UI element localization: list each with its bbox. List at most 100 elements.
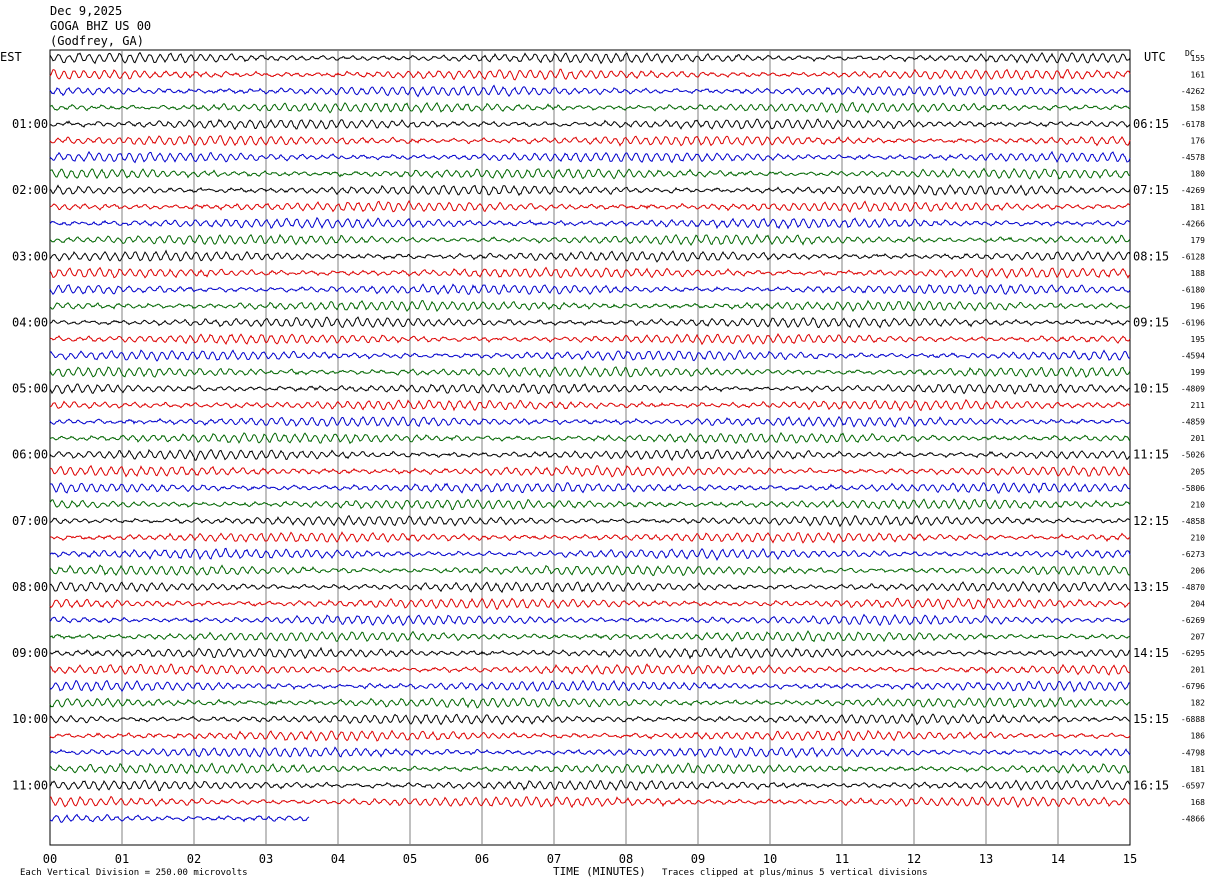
right-hour-labels: 06:15 07:15 08:15 09:15 10:15 11:15 12:15 13:15… xyxy=(1133,117,1169,792)
dc-offset-label: 201 xyxy=(1191,666,1206,675)
trace-line xyxy=(49,333,1131,346)
plot-grid xyxy=(49,49,1131,846)
dc-offset-label: -4594 xyxy=(1181,352,1205,361)
right-hour-label: 15:15 xyxy=(1133,712,1169,726)
trace-line xyxy=(49,68,1131,81)
left-hour-label: 09:00 xyxy=(12,646,48,660)
trace-line xyxy=(49,431,1131,445)
trace-line xyxy=(49,383,1131,395)
left-hour-label: 11:00 xyxy=(12,778,48,792)
dc-offset-label: -4262 xyxy=(1181,87,1205,96)
x-tick-label: 06 xyxy=(475,852,489,866)
trace-line xyxy=(49,233,1131,246)
dc-offset-label: -6597 xyxy=(1181,781,1205,790)
dc-offset-label: -5806 xyxy=(1181,484,1205,493)
dc-offset-label: -4269 xyxy=(1181,186,1205,195)
trace-line xyxy=(49,597,1131,611)
dc-offset-label: 155 xyxy=(1191,54,1206,63)
dc-offset-label: -4870 xyxy=(1181,583,1205,592)
dc-offset-label: -6196 xyxy=(1181,318,1205,327)
x-tick-label: 02 xyxy=(187,852,201,866)
trace-line xyxy=(49,762,1131,775)
x-tick-label: 01 xyxy=(115,852,129,866)
trace-line xyxy=(49,299,1131,313)
x-tick-label: 05 xyxy=(403,852,417,866)
dc-offset-label: 182 xyxy=(1191,699,1206,708)
dc-offset-label: -4809 xyxy=(1181,385,1205,394)
trace-line xyxy=(49,398,1131,412)
trace-line xyxy=(49,134,1131,147)
trace-line xyxy=(49,200,1131,213)
trace-line xyxy=(49,498,1131,511)
x-tick-label: 04 xyxy=(331,852,345,866)
trace-line xyxy=(49,316,1131,329)
x-tick-label: 07 xyxy=(547,852,561,866)
trace-line xyxy=(49,697,1131,709)
x-tick-label: 08 xyxy=(619,852,633,866)
trace-line xyxy=(49,51,1131,65)
plot-frame xyxy=(49,49,1131,846)
plot-date: Dec 9,2025 xyxy=(50,4,123,18)
dc-offset-label: 188 xyxy=(1191,269,1206,278)
dc-offset-label: -4866 xyxy=(1181,814,1205,823)
trace-line xyxy=(49,84,1131,98)
trace-line xyxy=(49,646,1131,660)
right-hour-label: 10:15 xyxy=(1133,382,1169,396)
dc-offset-label: -4858 xyxy=(1181,517,1205,526)
dc-offset-label: 168 xyxy=(1191,798,1206,807)
dc-offset-label: 211 xyxy=(1191,401,1206,410)
trace-line xyxy=(49,613,1131,627)
trace-line xyxy=(49,580,1131,594)
dc-offset-label: 195 xyxy=(1191,335,1206,344)
left-hour-label: 05:00 xyxy=(12,382,48,396)
dc-offset-label: 161 xyxy=(1191,71,1206,80)
x-tick-label: 00 xyxy=(43,852,57,866)
dc-offset-label: 201 xyxy=(1191,434,1206,443)
x-tick-label: 10 xyxy=(763,852,777,866)
right-hour-label: 06:15 xyxy=(1133,117,1169,131)
x-tick-label: 09 xyxy=(691,852,705,866)
vertical-division-note: Each Vertical Division = 250.00 microvol… xyxy=(20,868,248,878)
x-tick-label: 14 xyxy=(1051,852,1065,866)
x-axis-tick-labels: 00 01 02 03 04 05 06 07 08 09 10 11 12 13 14 15 xyxy=(43,852,1137,866)
trace-line xyxy=(49,663,1131,676)
dc-offset-label: 179 xyxy=(1191,236,1206,245)
left-hour-label: 04:00 xyxy=(12,315,48,329)
dc-offset-labels: 155 161 -4262 158 -6178 176 -4578 180 -4269 181 -4… xyxy=(1181,54,1205,823)
left-hour-labels: 01:00 02:00 03:00 04:00 05:00 06:00 07:00 08:00… xyxy=(12,117,48,792)
dc-offset-label: 204 xyxy=(1191,599,1206,608)
dc-offset-label: -4859 xyxy=(1181,418,1205,427)
dc-offset-label: 205 xyxy=(1191,467,1206,476)
right-hour-label: 07:15 xyxy=(1133,183,1169,197)
left-hour-label: 02:00 xyxy=(12,183,48,197)
dc-offset-label: 158 xyxy=(1191,104,1206,113)
left-hour-label: 07:00 xyxy=(12,514,48,528)
left-hour-label: 10:00 xyxy=(12,712,48,726)
dc-offset-label: -6273 xyxy=(1181,550,1205,559)
trace-line xyxy=(49,448,1131,462)
right-hour-label: 08:15 xyxy=(1133,249,1169,263)
dc-offset-label: -5026 xyxy=(1181,451,1205,460)
dc-offset-label: -6128 xyxy=(1181,252,1205,261)
right-hour-label: 12:15 xyxy=(1133,514,1169,528)
dc-offset-label: -4266 xyxy=(1181,219,1205,228)
trace-line xyxy=(49,547,1131,561)
dc-offset-label: -6180 xyxy=(1181,285,1205,294)
right-timezone-label: UTC xyxy=(1144,50,1166,64)
trace-line xyxy=(49,184,1131,197)
trace-line xyxy=(49,779,1131,792)
dc-offset-label: 180 xyxy=(1191,170,1206,179)
trace-line xyxy=(49,813,310,823)
dc-offset-label: 176 xyxy=(1191,137,1206,146)
dc-offset-label: -6888 xyxy=(1181,715,1205,724)
clip-note: Traces clipped at plus/minus 5 vertical … xyxy=(662,868,928,878)
left-hour-label: 03:00 xyxy=(12,249,48,263)
dc-offset-label: -4798 xyxy=(1181,748,1205,757)
right-hour-label: 14:15 xyxy=(1133,646,1169,660)
trace-line xyxy=(49,150,1131,164)
trace-line xyxy=(49,167,1131,180)
right-hour-label: 11:15 xyxy=(1133,448,1169,462)
dc-offset-label: -6796 xyxy=(1181,682,1205,691)
dc-offset-label: -6269 xyxy=(1181,616,1205,625)
dc-offset-label: 181 xyxy=(1191,203,1206,212)
